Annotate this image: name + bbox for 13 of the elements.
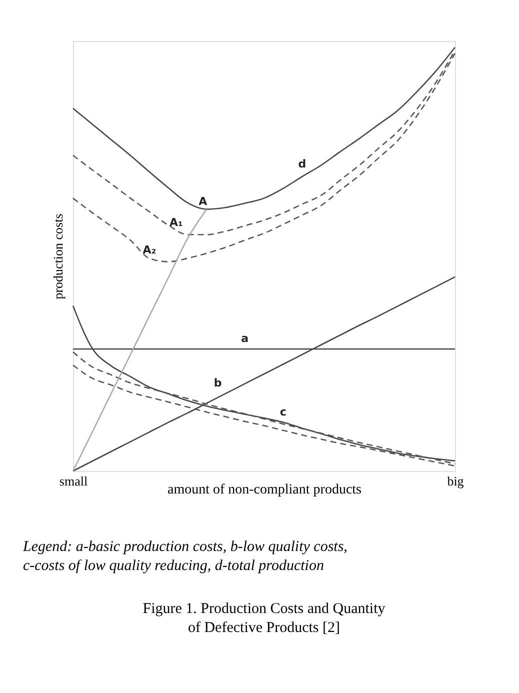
series-label: c [280, 405, 286, 418]
text: Legend: a-basic production costs, b-low quality costs, c-costs of low quality reducing, d-total production [22, 539, 348, 574]
x-tick-label: small [59, 474, 88, 488]
x-axis-title: amount of non-compliant products [167, 482, 362, 498]
text: Figure 1. Production Costs and Quantity of Defective Products [2] [142, 601, 386, 636]
series-label: a [241, 332, 249, 345]
series-label: d [298, 158, 306, 171]
series-label: b [214, 376, 222, 390]
annotation: A₁ [169, 216, 183, 230]
annotation: A [198, 194, 208, 208]
y-axis-title: production costs [50, 214, 66, 300]
annotation: A₂ [142, 244, 156, 257]
x-tick-label: big [447, 474, 464, 488]
